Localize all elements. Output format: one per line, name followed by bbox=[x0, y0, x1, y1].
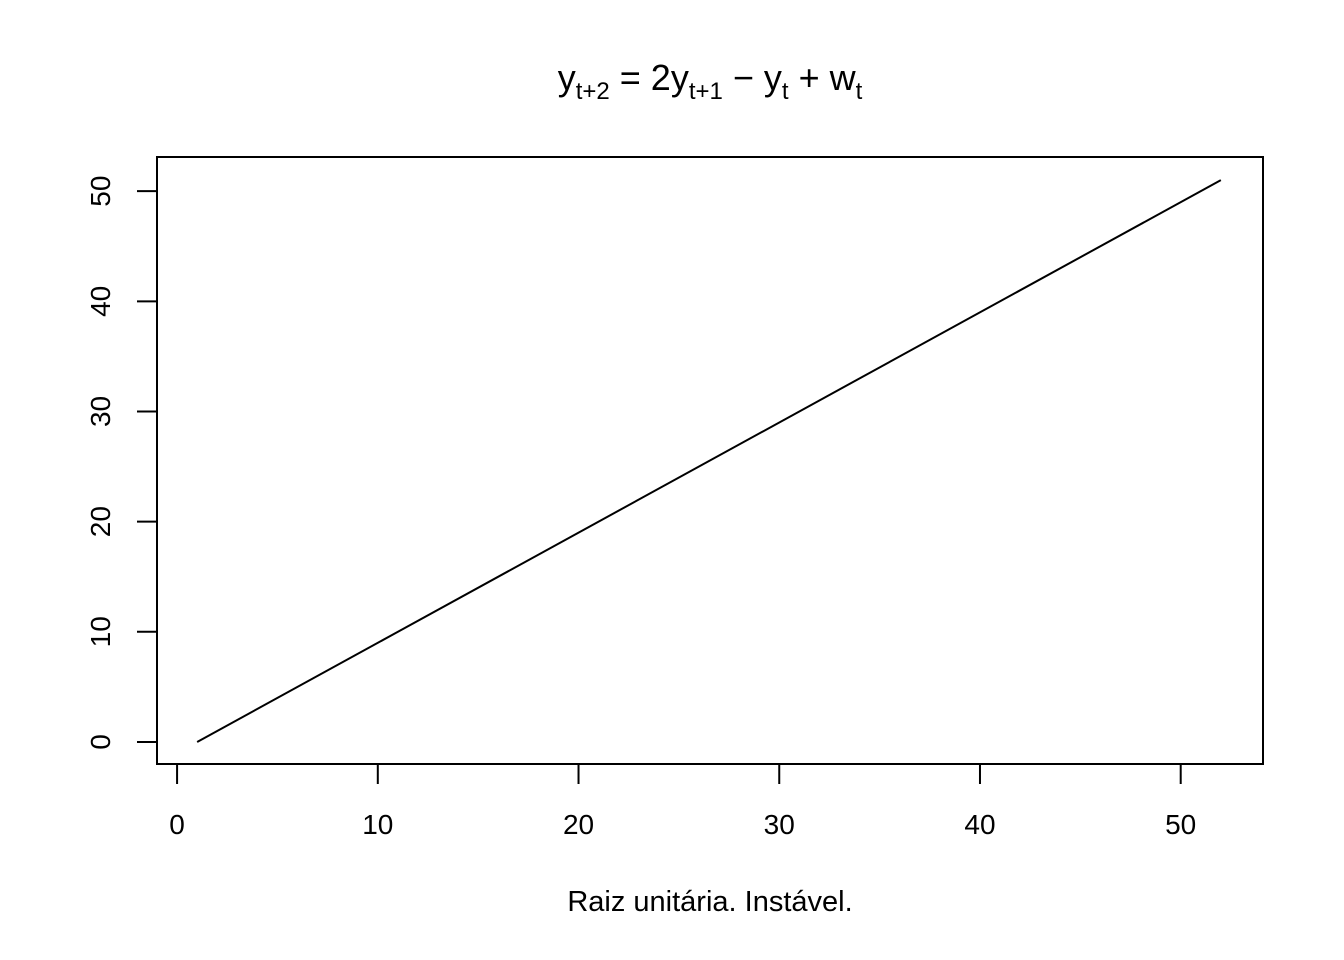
title-part: + w bbox=[789, 57, 857, 98]
title-subscript: t bbox=[856, 78, 863, 105]
title-part: y bbox=[558, 57, 576, 98]
x-tick-label: 0 bbox=[169, 809, 185, 840]
y-tick-label: 20 bbox=[85, 506, 116, 537]
y-tick-label: 0 bbox=[85, 734, 116, 750]
chart-title: yt+2 = 2yt+1 − yt + wt bbox=[558, 57, 863, 105]
x-tick-label: 30 bbox=[764, 809, 795, 840]
y-tick-label: 50 bbox=[85, 176, 116, 207]
x-tick-label: 40 bbox=[964, 809, 995, 840]
title-part: − y bbox=[723, 57, 782, 98]
chart-title-text: yt+2 = 2yt+1 − yt + wt bbox=[558, 57, 863, 105]
y-axis: 0 10 20 30 40 50 bbox=[85, 176, 158, 750]
title-subscript: t bbox=[782, 78, 789, 105]
x-axis-title: Raiz unitária. Instável. bbox=[567, 886, 852, 918]
x-tick-label: 20 bbox=[563, 809, 594, 840]
series-layer bbox=[196, 179, 1222, 743]
y-tick-label: 10 bbox=[85, 616, 116, 647]
x-tick-label: 50 bbox=[1165, 809, 1196, 840]
y-tick-label: 30 bbox=[85, 396, 116, 427]
title-part: = 2y bbox=[610, 57, 689, 98]
series-line bbox=[196, 179, 1222, 743]
title-subscript: t+2 bbox=[576, 78, 610, 105]
y-tick-label: 40 bbox=[85, 286, 116, 317]
x-axis: 0 10 20 30 40 50 bbox=[169, 763, 1196, 840]
x-tick-label: 10 bbox=[362, 809, 393, 840]
title-subscript: t+1 bbox=[689, 78, 723, 105]
